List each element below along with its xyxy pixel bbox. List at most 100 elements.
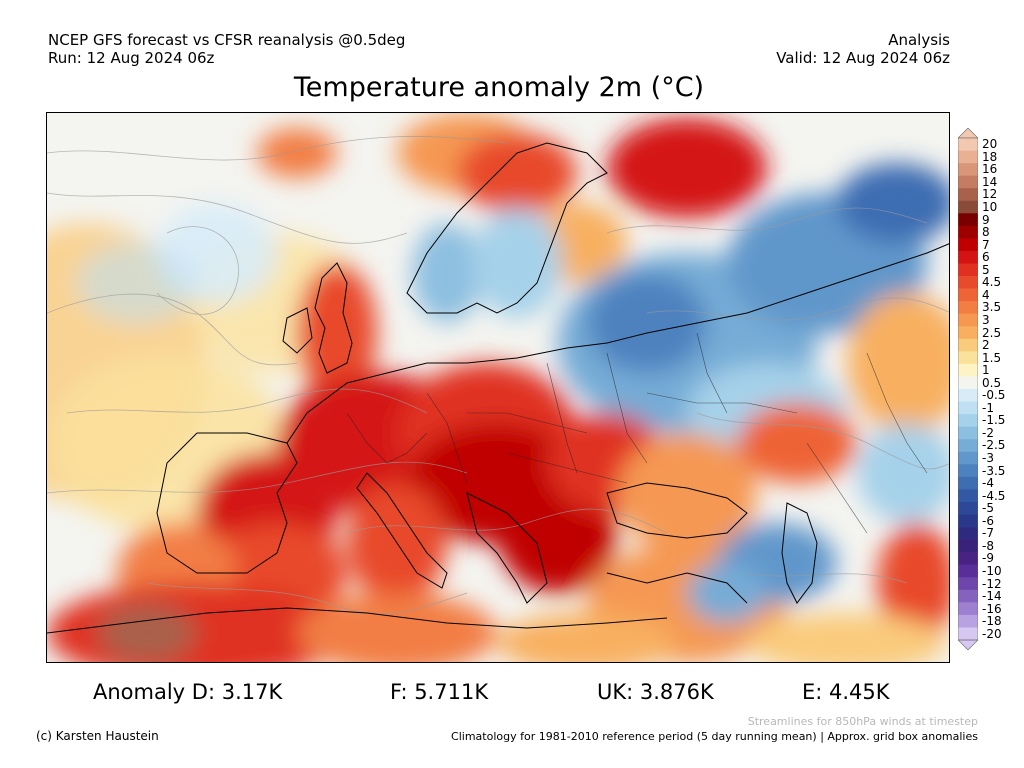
colorbar-label: -4.5: [982, 488, 1006, 503]
colorbar-label: -2.5: [982, 438, 1006, 453]
colorbar-label: -18: [982, 614, 1002, 629]
colorbar-label: -1: [982, 400, 994, 415]
colorbar-label: -8: [982, 538, 994, 553]
colorbar-swatch: [958, 338, 978, 352]
colorbar-swatch: [958, 250, 978, 264]
colorbar-swatch: [958, 276, 978, 289]
colorbar-label: -9: [982, 551, 994, 566]
colorbar-label: 8: [982, 225, 990, 240]
colorbar-label: 7: [982, 237, 990, 252]
anomaly-map-graphic: [47, 113, 949, 662]
colorbar-label: -1.5: [982, 413, 1006, 428]
colorbar-label: 5: [982, 262, 990, 277]
colorbar-swatch: [958, 263, 978, 277]
colorbar-swatch: [958, 363, 978, 377]
colorbar-label: -14: [982, 589, 1002, 604]
colorbar-swatch: [958, 188, 978, 202]
colorbar-swatch: [958, 552, 978, 565]
colorbar-swatch: [958, 476, 978, 490]
coastlines: [47, 142, 949, 634]
colorbar-swatch: [958, 602, 978, 616]
colorbar-swatch: [958, 326, 978, 340]
colorbar-swatch: [958, 627, 978, 641]
colorbar-label: 6: [982, 250, 990, 265]
colorbar-label: 3: [982, 312, 990, 327]
colorbar-swatch: [958, 238, 978, 252]
colorbar-label: -0.5: [982, 388, 1006, 403]
climatology-note: Climatology for 1981-2010 reference peri…: [451, 730, 978, 743]
colorbar-top-arrow: [958, 128, 978, 139]
colorbar-swatch: [958, 426, 978, 440]
colorbar-label: 20: [982, 137, 998, 152]
colorbar-bottom-arrow: [958, 639, 978, 650]
colorbar-swatch: [958, 389, 978, 402]
anomaly-stats: Anomaly D: 3.17K F: 5.711K UK: 3.876K E:…: [0, 680, 1024, 706]
colorbar-label: -4: [982, 476, 994, 491]
colorbar-label: -10: [982, 563, 1002, 578]
colorbar-label: 12: [982, 187, 998, 202]
colorbar-swatch: [958, 163, 978, 176]
colorbar-label: -12: [982, 576, 1002, 591]
streamlines-note: Streamlines for 850hPa winds at timestep: [747, 715, 978, 728]
country-borders: [346, 332, 928, 534]
colorbar-swatch: [958, 213, 978, 227]
colorbar-label: 2: [982, 338, 990, 353]
anomaly-stat-france: F: 5.711K: [390, 680, 489, 704]
colorbar-label: -5: [982, 501, 994, 516]
colorbar-label: 2.5: [982, 325, 1002, 340]
colorbar-swatch: [958, 401, 978, 415]
colorbar-label: 4.5: [982, 275, 1002, 290]
colorbar-label: -7: [982, 526, 994, 541]
colorbar-label: -6: [982, 513, 994, 528]
colorbar-swatch: [958, 288, 978, 302]
colorbar-label: 1.5: [982, 350, 1002, 365]
colorbar-swatch: [958, 225, 978, 239]
colorbar-label: -20: [982, 626, 1002, 641]
anomaly-stat-uk: UK: 3.876K: [597, 680, 714, 704]
streamlines: [47, 136, 949, 615]
colorbar-swatch: [958, 489, 978, 503]
colorbar-swatch: [958, 501, 978, 515]
header-left: NCEP GFS forecast vs CFSR reanalysis @0.…: [48, 31, 405, 67]
colorbar-swatch: [958, 313, 978, 327]
colorbar-label: 18: [982, 149, 998, 164]
colorbar-swatch: [958, 514, 978, 528]
copyright-note: (c) Karsten Haustein: [36, 729, 159, 743]
colorbar-swatch: [958, 564, 978, 578]
colorbar-swatch: [958, 439, 978, 453]
colorbar-swatch: [958, 175, 978, 189]
colorbar-swatch: [958, 614, 978, 628]
colorbar-label: 4: [982, 287, 990, 302]
colorbar-label: 16: [982, 162, 998, 177]
colorbar-swatch: [958, 376, 978, 390]
model-description: NCEP GFS forecast vs CFSR reanalysis @0.…: [48, 31, 406, 49]
analysis-label: Analysis: [888, 31, 950, 49]
colorbar-swatch: [958, 539, 978, 553]
colorbar-swatch: [958, 577, 978, 591]
colorbar-label: -2: [982, 425, 994, 440]
colorbar: [958, 128, 978, 650]
colorbar-swatch: [958, 414, 978, 427]
anomaly-map[interactable]: [46, 112, 950, 663]
colorbar-label: -3: [982, 451, 994, 466]
anomaly-stat-domain: Anomaly D: 3.17K: [93, 680, 283, 704]
run-time: Run: 12 Aug 2024 06z: [48, 49, 215, 67]
colorbar-label: 9: [982, 212, 990, 227]
colorbar-swatch: [958, 527, 978, 540]
colorbar-swatch: [958, 200, 978, 214]
header-right: Analysis Valid: 12 Aug 2024 06z: [776, 31, 950, 67]
colorbar-swatch: [958, 451, 978, 465]
anomaly-field: [47, 113, 949, 662]
map-title: Temperature anomaly 2m (°C): [293, 72, 705, 103]
colorbar-swatch: [958, 150, 978, 164]
anomaly-stat-spain: E: 4.45K: [802, 680, 890, 704]
colorbar-label: 3.5: [982, 300, 1002, 315]
colorbar-label: 14: [982, 174, 998, 189]
colorbar-swatch: [958, 301, 978, 314]
colorbar-swatch: [958, 351, 978, 365]
valid-time: Valid: 12 Aug 2024 06z: [776, 49, 950, 67]
colorbar-swatch: [958, 464, 978, 478]
colorbar-label: 0.5: [982, 375, 1002, 390]
colorbar-swatch: [958, 138, 978, 151]
colorbar-label: 1: [982, 363, 990, 378]
